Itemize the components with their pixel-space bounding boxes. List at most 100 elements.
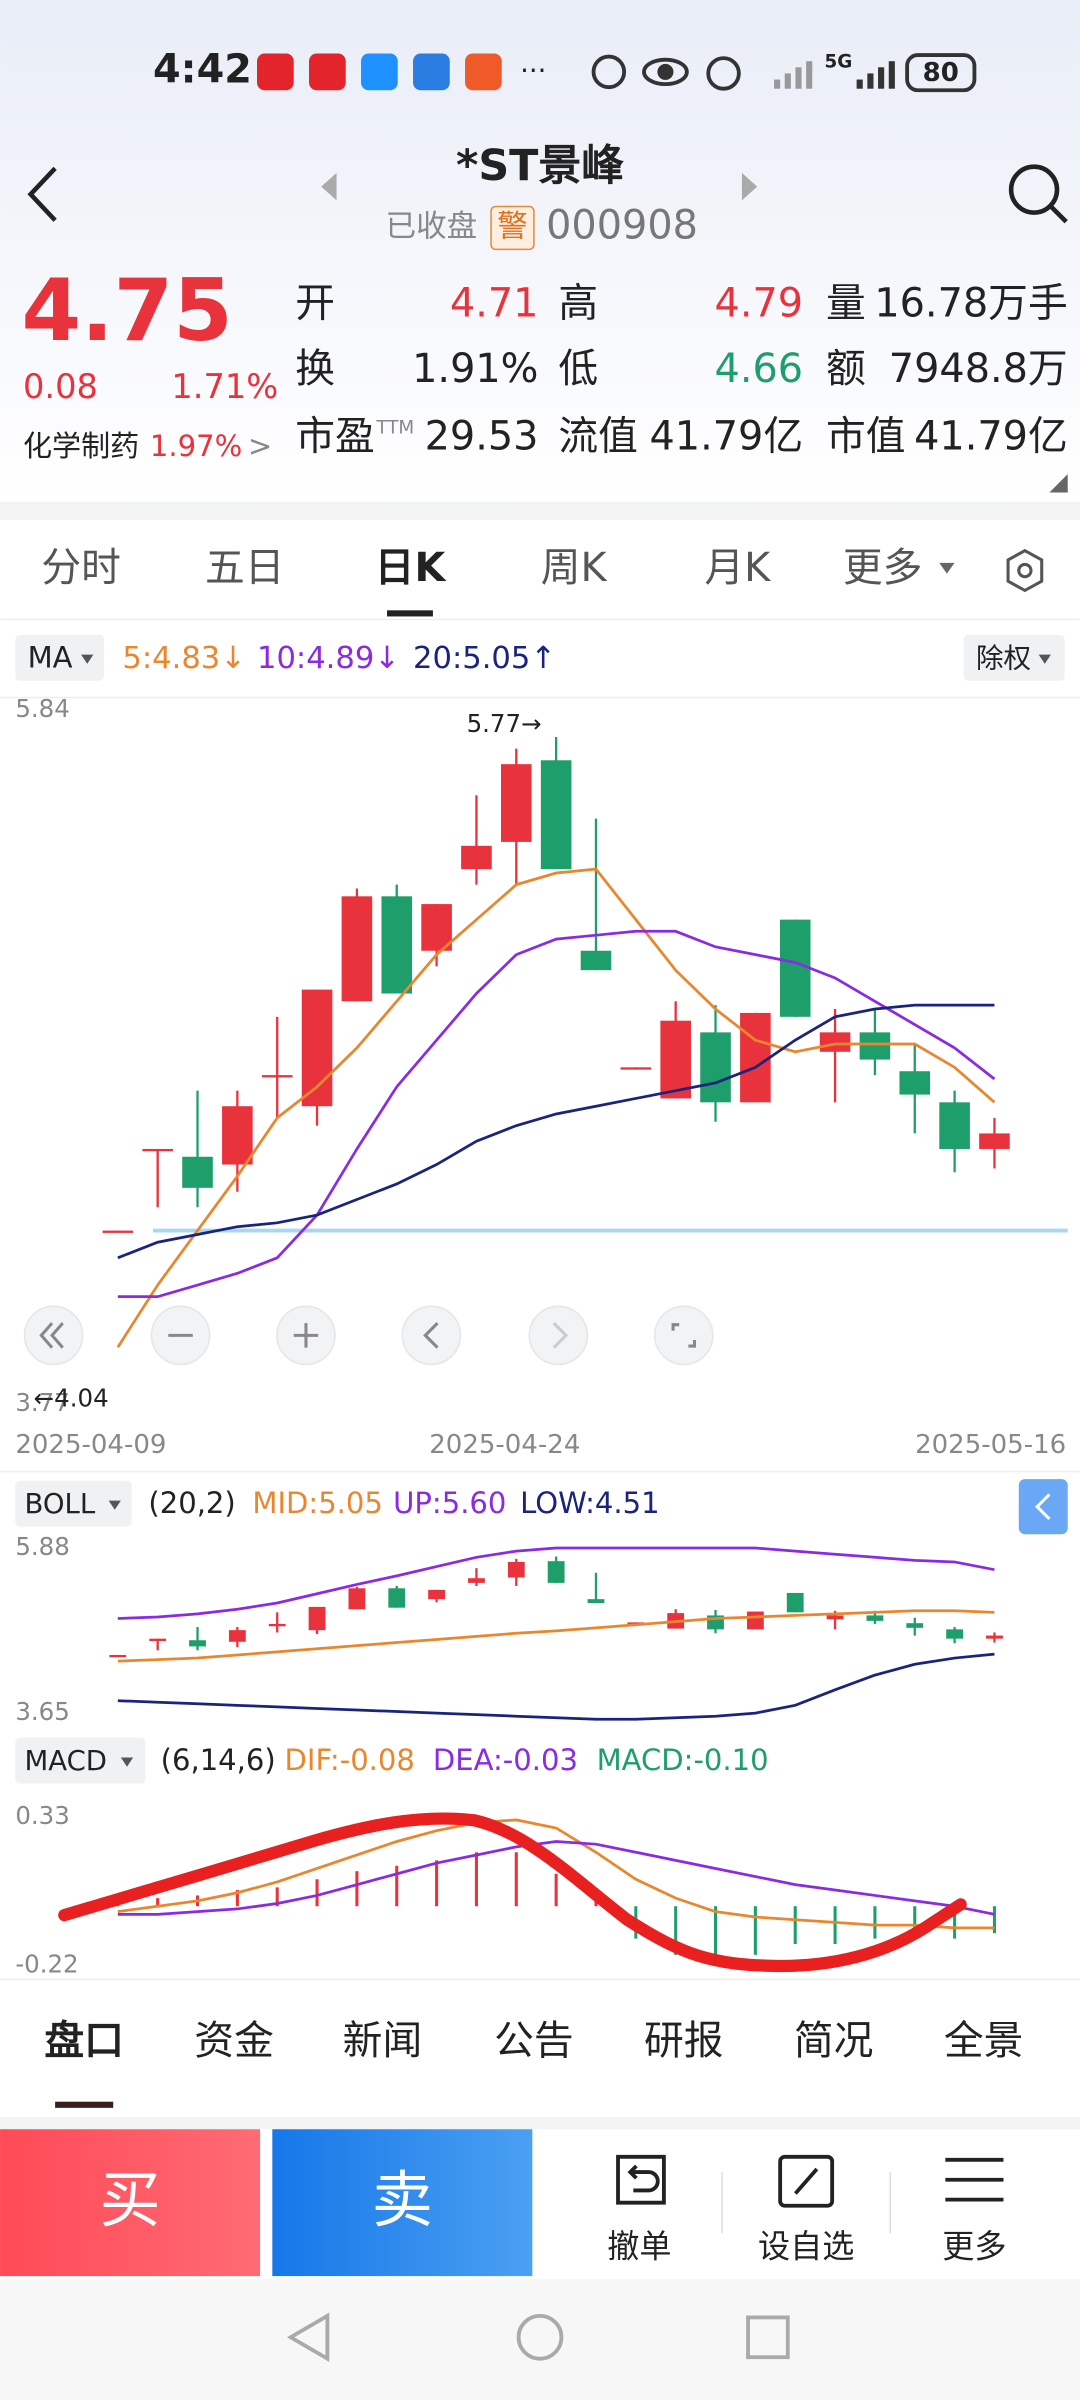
tab[interactable]: 月K — [704, 545, 771, 591]
tab[interactable]: 周K — [541, 545, 608, 591]
candle-body — [547, 1561, 565, 1583]
x-label: 2025-04-09 — [15, 1430, 166, 1460]
nav-recent[interactable] — [746, 2315, 790, 2360]
candle-body — [381, 896, 413, 994]
dropdown-arrow — [120, 1757, 134, 1767]
tab[interactable]: 研报 — [644, 2018, 724, 2064]
candle-body — [189, 1640, 206, 1647]
indicator-line — [117, 1546, 995, 1620]
candle-body — [507, 1561, 525, 1578]
tab-active[interactable]: 盘口 — [44, 2018, 124, 2064]
adjust-label[interactable]: 除权 — [976, 642, 1031, 674]
control-button[interactable] — [528, 1305, 589, 1366]
legend-ma: 5:4.83↓ — [122, 641, 245, 676]
tab[interactable]: 分时 — [41, 545, 121, 591]
warning-badge: 警 — [497, 209, 528, 244]
stock-code: 000908 — [546, 202, 698, 248]
stat-label: 市值 — [826, 414, 906, 460]
settings-icon[interactable] — [1006, 548, 1044, 593]
network: 5G — [825, 52, 853, 73]
prev-stock[interactable] — [321, 172, 337, 201]
candle-body — [109, 1654, 127, 1658]
tab[interactable]: 资金 — [194, 2018, 274, 2064]
chart-controls — [23, 1305, 714, 1366]
dropdown-arrow — [108, 1500, 121, 1510]
cancel-order[interactable]: 撤单 — [607, 2228, 671, 2266]
candle-body — [308, 1606, 326, 1631]
indicator-params: (6,14,6) — [161, 1743, 276, 1777]
tab-active[interactable]: 日K — [375, 545, 448, 591]
separator — [0, 2117, 1080, 2130]
legend-ma: 20:5.05↑ — [413, 641, 556, 676]
tab[interactable]: 五日 — [205, 545, 285, 591]
candle-body — [421, 904, 452, 951]
candle-body — [222, 1106, 253, 1165]
buy-label[interactable]: 买 — [99, 2165, 160, 2236]
info-tabs: 盘口 资金 新闻 公告 研报 简况 全景 — [44, 2018, 1023, 2064]
svg-text:···: ··· — [520, 55, 546, 87]
control-button[interactable] — [653, 1305, 714, 1366]
back-button[interactable] — [27, 166, 57, 222]
indicator-box[interactable] — [15, 1737, 146, 1784]
indicator-name[interactable]: MACD — [25, 1745, 107, 1777]
clock: 4:42 — [153, 46, 252, 92]
user-drawing — [58, 1812, 967, 1973]
indicator-name[interactable]: MA — [28, 640, 73, 674]
tab[interactable]: 公告 — [494, 2018, 574, 2064]
legend-macd: DIF:-0.08 — [285, 1743, 415, 1777]
search-button[interactable] — [1008, 164, 1068, 224]
indicator-line — [117, 929, 996, 1299]
legend-macd: MACD:-0.10 — [597, 1743, 769, 1777]
indicator-line — [117, 1840, 995, 1916]
stat-label: 换 — [295, 346, 335, 392]
annotation-low: ←4.04 — [34, 1384, 109, 1413]
stat-value: 4.66 — [715, 346, 804, 392]
y-tick-label: 5.88 — [15, 1532, 69, 1561]
indicator-line — [117, 1818, 995, 1930]
stat-label: 量 — [826, 280, 866, 326]
candle-body — [979, 1133, 1010, 1149]
tab[interactable]: 简况 — [794, 2018, 874, 2064]
stat-value: 1.91% — [412, 346, 538, 392]
tab[interactable]: 全景 — [944, 2018, 1024, 2064]
boll-panel: 5.88 3.65 — [15, 1532, 1003, 1726]
legend-boll: UP:5.60 — [393, 1486, 506, 1520]
candle-body — [102, 1230, 134, 1233]
stat-label: 开 — [295, 280, 335, 326]
y-tick-label: 0.33 — [15, 1801, 69, 1830]
tab-underline — [55, 2101, 114, 2108]
notification-icons: ··· — [257, 53, 546, 91]
sell-button[interactable] — [272, 2129, 533, 2277]
kline-panel: 5.84 3.77 — [15, 694, 1068, 1417]
more[interactable]: 更多 — [942, 2228, 1006, 2266]
side-tab[interactable] — [1018, 1479, 1068, 1535]
nav-back[interactable] — [286, 2312, 330, 2363]
indicator-box[interactable] — [15, 1480, 132, 1527]
side-tab-icon — [1034, 1493, 1051, 1521]
x-label: 2025-04-24 — [429, 1430, 580, 1460]
stat-value: 7948.8万 — [889, 346, 1068, 392]
sell-label[interactable]: 卖 — [372, 2165, 433, 2236]
candle-body — [428, 1589, 446, 1600]
indicator-name[interactable]: BOLL — [25, 1488, 96, 1520]
adjust-box[interactable] — [963, 634, 1065, 681]
next-stock[interactable] — [741, 172, 758, 201]
candle-body — [228, 1630, 246, 1642]
sector[interactable]: 化学制药 — [23, 429, 139, 463]
add-watchlist[interactable]: 设自选 — [758, 2228, 854, 2266]
control-icons — [39, 1322, 697, 1349]
y-tick-label: 3.77 — [15, 1388, 69, 1417]
dropdown-arrow — [81, 654, 94, 664]
control-button[interactable] — [401, 1305, 462, 1366]
stock-title: *ST景峰 — [456, 141, 624, 191]
nav-home[interactable] — [516, 2313, 564, 2361]
y-tick-label: 5.84 — [15, 694, 69, 723]
indicator-box[interactable] — [15, 634, 105, 681]
tab[interactable]: 更多 — [843, 545, 923, 591]
tab[interactable]: 新闻 — [343, 2018, 423, 2064]
candle-body — [587, 1599, 605, 1604]
buy-button[interactable] — [0, 2129, 261, 2277]
market-status: 已收盘 — [386, 209, 478, 244]
candle-body — [268, 1623, 286, 1627]
